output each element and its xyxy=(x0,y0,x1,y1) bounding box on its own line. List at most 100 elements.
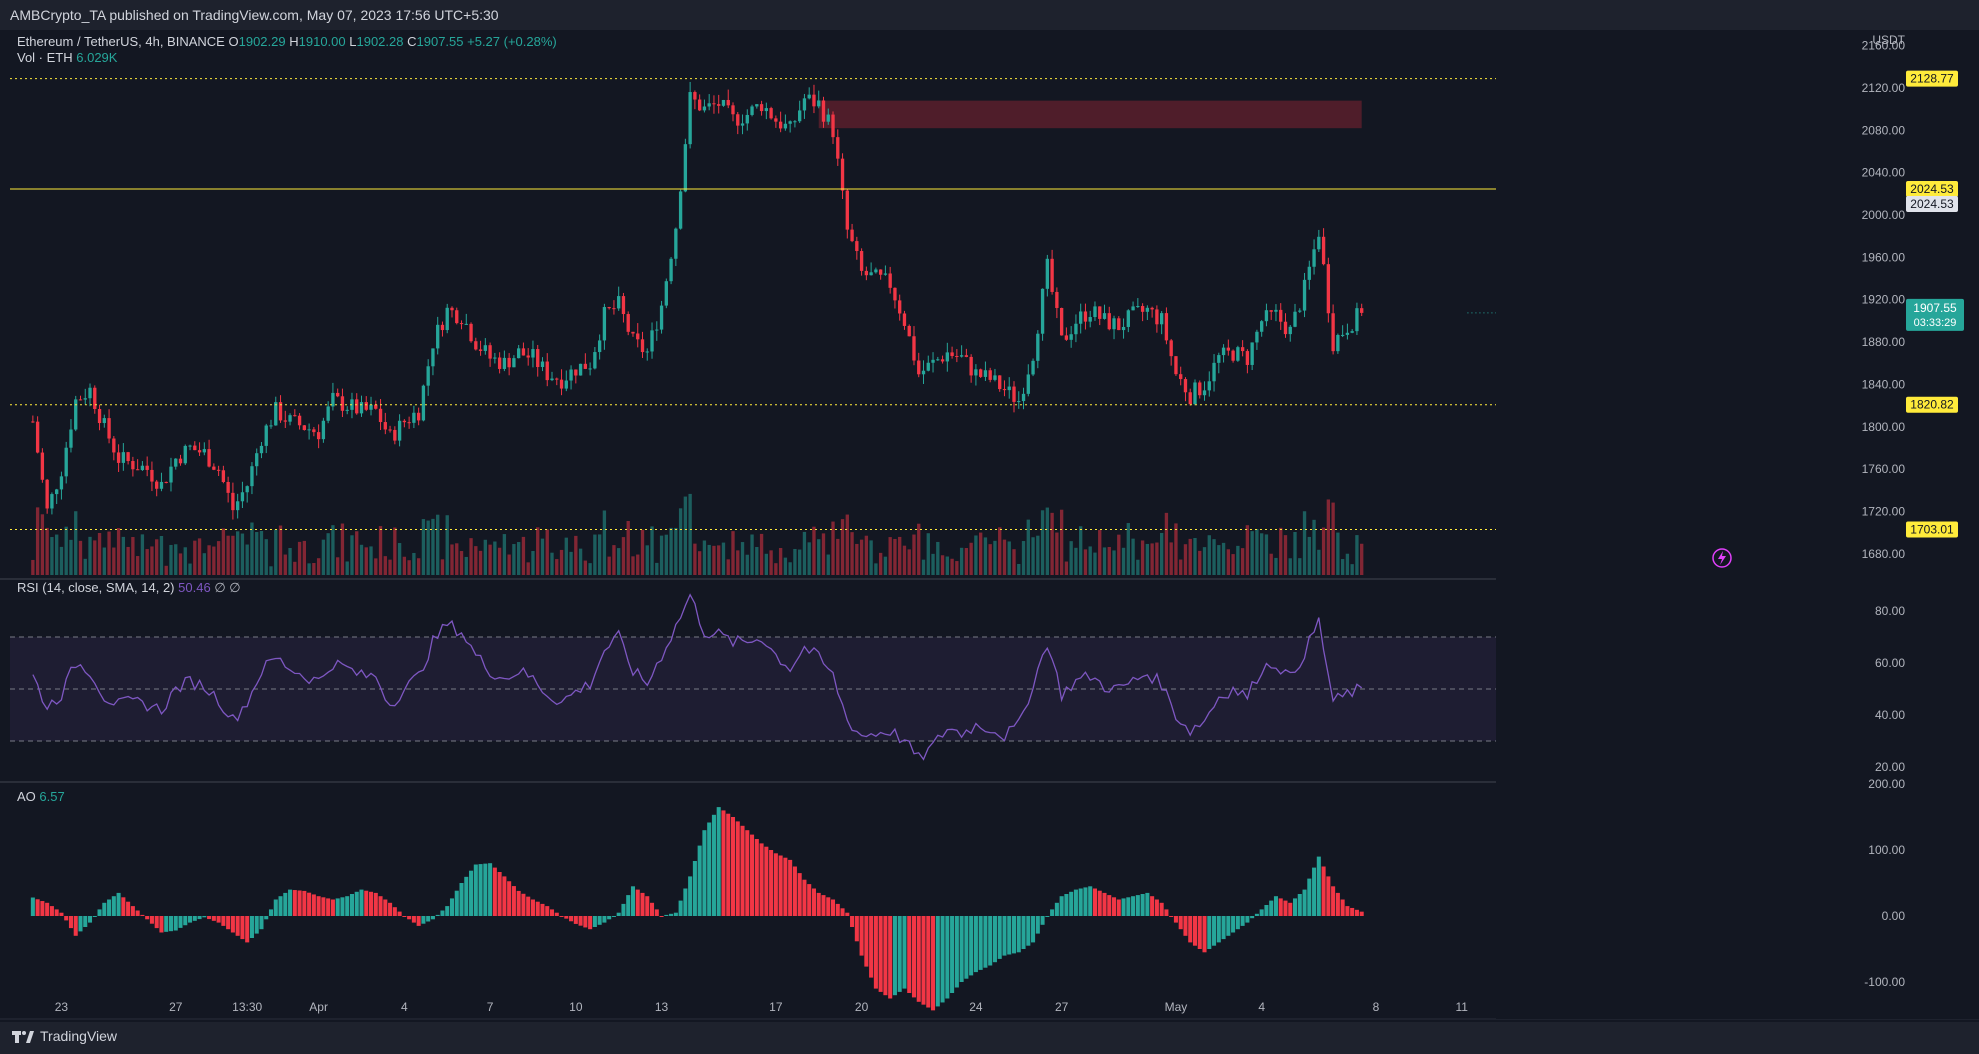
ao-bar xyxy=(1016,916,1021,953)
volume-bar xyxy=(988,544,992,575)
last-price-tag xyxy=(1906,298,1964,331)
volume-bar xyxy=(207,545,211,575)
volume-bar xyxy=(555,559,559,575)
rsi-legend: RSI (14, close, SMA, 14, 2) 50.46 ∅ ∅ xyxy=(17,580,241,596)
ao-tick-label: -100.00 xyxy=(1864,975,1905,989)
candle-body xyxy=(388,429,392,431)
volume-bar xyxy=(912,534,916,575)
ao-bar xyxy=(473,864,478,916)
ao-bar xyxy=(207,916,212,920)
volume-bar xyxy=(583,560,588,575)
volume-bar xyxy=(1112,550,1116,575)
volume-bar xyxy=(1179,559,1183,575)
candle-body xyxy=(1169,340,1173,357)
volume-bar xyxy=(297,541,302,575)
ao-bar xyxy=(1116,899,1121,916)
volume-bar xyxy=(416,558,421,575)
volume-bar xyxy=(288,547,292,575)
ao-bar xyxy=(478,864,483,916)
ao-legend: AO 6.57 xyxy=(17,789,65,805)
alert-lightning-icon[interactable] xyxy=(1712,548,1732,568)
ao-bar xyxy=(202,916,207,918)
ao-bar xyxy=(1078,888,1083,916)
ao-bar xyxy=(1312,867,1317,916)
candle-body xyxy=(612,308,616,310)
candle-body xyxy=(1164,313,1169,341)
volume-bar xyxy=(436,514,440,575)
candle-body xyxy=(1088,317,1092,322)
ao-bar xyxy=(454,890,459,916)
candle-body xyxy=(1155,309,1159,325)
candle-body xyxy=(617,296,621,309)
ao-bar xyxy=(364,890,369,916)
volume-bar xyxy=(407,560,411,575)
candle-body xyxy=(583,363,588,369)
supply-zones xyxy=(818,100,1362,129)
candle-body xyxy=(726,99,730,106)
ao-bar xyxy=(107,899,112,916)
volume-bar xyxy=(807,542,811,575)
candle-body xyxy=(393,429,397,441)
ao-bar xyxy=(673,912,678,916)
volume-bar xyxy=(755,547,759,575)
rsi-tick-label: 20.00 xyxy=(1875,760,1905,774)
volume-bar xyxy=(107,531,111,575)
ao-bar xyxy=(421,916,426,924)
volume-bar xyxy=(926,533,930,575)
candle-body xyxy=(1321,236,1326,265)
price-axis-background xyxy=(1496,30,1979,1019)
time-tick-label: 23 xyxy=(55,1000,69,1014)
candle-body xyxy=(683,144,688,192)
ao-bar xyxy=(73,916,78,936)
candle-body xyxy=(1302,279,1307,311)
volume-bar xyxy=(1221,542,1226,575)
candle-body xyxy=(1136,306,1140,308)
candle-body xyxy=(721,99,726,106)
ao-bar xyxy=(40,901,45,916)
ao-bar xyxy=(140,914,145,916)
ao-bar xyxy=(130,906,135,916)
candle-body xyxy=(631,331,635,334)
ao-bar xyxy=(788,859,793,916)
ao-bar xyxy=(911,916,917,998)
ao-bar xyxy=(45,902,50,916)
ao-bar xyxy=(188,916,193,923)
ao-bar xyxy=(1150,896,1155,916)
ao-bar xyxy=(511,886,516,916)
candle-body xyxy=(678,191,683,229)
volume-bar xyxy=(836,538,840,575)
candle-body xyxy=(836,137,840,159)
candle-body xyxy=(440,324,445,331)
ao-bar xyxy=(321,897,326,916)
candle-body xyxy=(1045,258,1050,289)
ao-bar xyxy=(940,916,945,1003)
candle-body xyxy=(550,378,554,381)
volume-bar xyxy=(1240,548,1245,575)
volume-bar xyxy=(969,542,973,575)
tradingview-brand[interactable]: TradingView xyxy=(12,1028,117,1044)
ao-bar xyxy=(1264,905,1269,916)
candle-body xyxy=(450,307,454,311)
candle-body xyxy=(1188,392,1192,405)
volume-bar xyxy=(345,561,349,575)
ao-bar xyxy=(802,879,807,916)
volume-bar xyxy=(431,518,435,575)
volume-bar xyxy=(678,508,683,575)
ao-bar xyxy=(697,845,702,916)
candle-body xyxy=(1355,308,1359,332)
ao-bar xyxy=(183,916,188,926)
ao-bar xyxy=(316,896,321,916)
ao-bar xyxy=(307,892,312,916)
candle-body xyxy=(45,479,49,509)
ao-bar xyxy=(835,903,840,916)
ao-bar xyxy=(373,892,378,916)
volume-bar xyxy=(826,554,830,575)
volume-bar xyxy=(1212,539,1216,575)
volume-bar xyxy=(612,545,616,575)
candle-body xyxy=(140,465,145,471)
volume-bar xyxy=(569,551,573,575)
candle-body xyxy=(1093,306,1097,318)
volume-bar xyxy=(45,527,49,575)
candle-body xyxy=(307,429,311,431)
